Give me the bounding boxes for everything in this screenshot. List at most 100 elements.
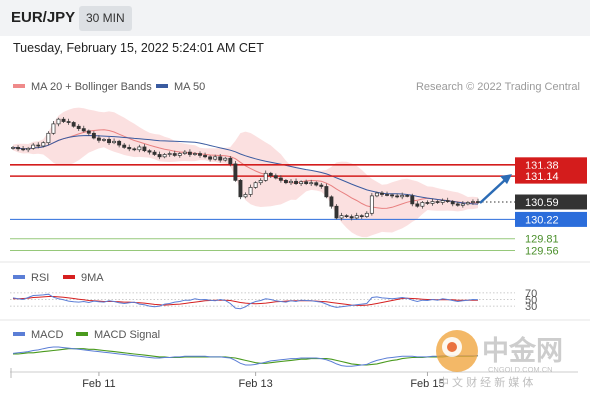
candle-body <box>420 202 425 207</box>
candle-body <box>162 154 167 158</box>
candle-body <box>91 132 96 139</box>
legend-label-bollinger: MA 20 + Bollinger Bands <box>31 81 152 93</box>
candle <box>218 154 223 163</box>
macd-legend: MACD MACD Signal <box>13 329 160 341</box>
candle-body <box>26 148 31 151</box>
candle <box>395 193 400 199</box>
chart-header: EUR/JPY 30 MIN <box>0 0 590 36</box>
candle-body <box>21 148 26 151</box>
candle <box>273 173 278 180</box>
candle <box>309 179 314 186</box>
candle-body <box>66 121 71 123</box>
candle <box>385 191 389 197</box>
level-label-129.81: 129.81 <box>525 234 559 246</box>
legend-swatch-9ma <box>63 275 75 279</box>
x-tick-label: Feb 11 <box>82 378 115 390</box>
candle-body <box>112 140 117 144</box>
candle-body <box>324 186 329 198</box>
candle-body <box>142 146 147 152</box>
candle-body <box>400 195 405 198</box>
candle <box>465 201 470 206</box>
candle-body <box>102 139 106 141</box>
candle <box>71 121 76 128</box>
candle-body <box>294 180 298 184</box>
watermark-brand: 中金网 <box>482 335 563 366</box>
candle <box>112 138 117 145</box>
instrument-title: EUR/JPY <box>11 9 76 26</box>
candle-body <box>81 128 86 132</box>
candle <box>122 142 127 149</box>
candle <box>117 139 122 148</box>
candle <box>96 135 101 143</box>
legend-swatch-macd <box>13 332 25 336</box>
candle <box>36 142 41 149</box>
candle <box>425 200 430 205</box>
candle-body <box>41 142 46 147</box>
candle <box>455 201 460 207</box>
candle <box>253 181 258 189</box>
candle <box>86 129 91 136</box>
price-legend: MA 20 + Bollinger Bands MA 50 <box>13 81 205 93</box>
candle-body <box>187 151 192 155</box>
candle-body <box>147 150 152 153</box>
candle <box>359 214 364 219</box>
legend-swatch-ma50 <box>156 84 168 88</box>
candle-body <box>233 163 238 181</box>
candle <box>349 214 354 221</box>
candle <box>248 184 253 197</box>
candle-body <box>203 155 208 158</box>
candle-body <box>268 172 273 176</box>
watermark-tagline: 中 文 财 经 新 媒 体 <box>438 375 533 389</box>
candle-body <box>314 182 319 186</box>
candle <box>294 178 298 186</box>
candle-body <box>329 196 334 207</box>
candle <box>61 117 66 123</box>
timeframe-badge[interactable]: 30 MIN <box>79 6 132 31</box>
legend-label-ma50: MA 50 <box>174 81 205 93</box>
legend-swatch-bollinger <box>13 84 25 88</box>
macd-panel <box>12 346 479 367</box>
candle-body <box>263 172 268 181</box>
candle-body <box>127 147 132 150</box>
candle-body <box>390 194 395 197</box>
candle-body <box>238 180 243 198</box>
candle <box>304 179 309 186</box>
candle <box>344 214 349 218</box>
level-label-bg <box>515 168 587 184</box>
candle-body <box>430 201 435 204</box>
candle-body <box>198 153 202 156</box>
rsi-level-label: 50 <box>525 295 537 307</box>
candle <box>258 178 263 186</box>
copyright-text: Research © 2022 Trading Central <box>416 81 580 93</box>
candle-body <box>405 195 410 197</box>
candle-body <box>425 202 430 204</box>
macd-signal-line <box>13 348 479 366</box>
candle-body <box>172 153 177 156</box>
legend-label-macd-signal: MACD Signal <box>94 329 160 341</box>
candle-body <box>460 203 465 206</box>
candle-body <box>299 181 304 184</box>
candle-body <box>157 154 162 158</box>
candle <box>81 125 86 133</box>
candle <box>334 204 339 220</box>
candle-body <box>223 157 228 161</box>
candle-body <box>243 194 248 198</box>
candle-body <box>309 182 314 185</box>
candle <box>203 152 208 159</box>
candle-body <box>11 147 15 149</box>
candle-body <box>470 201 475 203</box>
report-datetime: Tuesday, February 15, 2022 5:24:01 AM CE… <box>13 41 264 55</box>
rsi-legend: RSI 9MA <box>13 272 104 284</box>
candle <box>51 121 56 135</box>
candle <box>410 193 415 207</box>
candle-body <box>228 157 233 165</box>
macd-line <box>12 346 478 367</box>
candle-body <box>304 181 309 184</box>
candle <box>289 179 293 186</box>
candle <box>400 192 405 200</box>
candle <box>46 131 51 146</box>
candle-body <box>218 156 223 161</box>
candle <box>132 147 137 152</box>
candle <box>26 146 31 153</box>
